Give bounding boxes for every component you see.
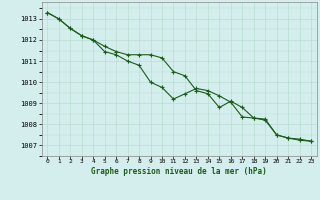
X-axis label: Graphe pression niveau de la mer (hPa): Graphe pression niveau de la mer (hPa): [91, 167, 267, 176]
